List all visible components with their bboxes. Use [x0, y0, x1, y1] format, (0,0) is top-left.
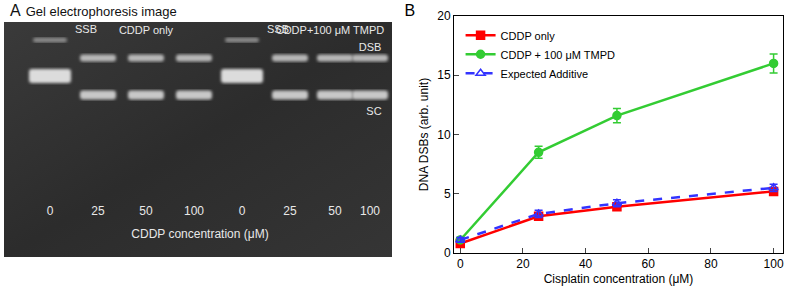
svg-text:CDDP only: CDDP only — [501, 30, 556, 42]
svg-text:Expected Additive: Expected Additive — [501, 68, 588, 80]
svg-text:100: 100 — [184, 204, 204, 218]
svg-text:0: 0 — [457, 257, 464, 271]
svg-text:CDDP concentration (μM): CDDP concentration (μM) — [131, 227, 268, 241]
svg-text:25: 25 — [283, 204, 297, 218]
svg-text:AGel electrophoresis image: AGel electrophoresis image — [10, 2, 177, 19]
svg-text:60: 60 — [642, 257, 656, 271]
svg-text:25: 25 — [91, 204, 105, 218]
svg-text:CDDP only: CDDP only — [119, 24, 174, 36]
svg-text:100: 100 — [764, 257, 784, 271]
svg-text:SSB: SSB — [75, 23, 97, 35]
svg-text:Cisplatin concentration (μM): Cisplatin concentration (μM) — [544, 272, 694, 286]
svg-text:50: 50 — [328, 204, 342, 218]
svg-text:40: 40 — [579, 257, 593, 271]
svg-text:0: 0 — [47, 204, 54, 218]
svg-text:SC: SC — [366, 105, 381, 117]
svg-text:50: 50 — [139, 204, 153, 218]
svg-text:0: 0 — [444, 246, 451, 260]
svg-text:15: 15 — [437, 68, 451, 82]
svg-text:5: 5 — [444, 187, 451, 201]
svg-text:B: B — [404, 2, 415, 19]
svg-text:DNA DSBs (arb. unit): DNA DSBs (arb. unit) — [417, 78, 431, 191]
svg-text:10: 10 — [437, 128, 451, 142]
svg-text:CDDP + 100 μM TMPD: CDDP + 100 μM TMPD — [501, 49, 615, 61]
svg-text:20: 20 — [516, 257, 530, 271]
svg-text:0: 0 — [239, 204, 246, 218]
svg-text:CDDP+100 μM TMPD: CDDP+100 μM TMPD — [276, 24, 385, 36]
svg-text:80: 80 — [704, 257, 718, 271]
svg-text:20: 20 — [437, 9, 451, 23]
svg-text:100: 100 — [360, 204, 380, 218]
svg-text:DSB: DSB — [359, 41, 382, 53]
